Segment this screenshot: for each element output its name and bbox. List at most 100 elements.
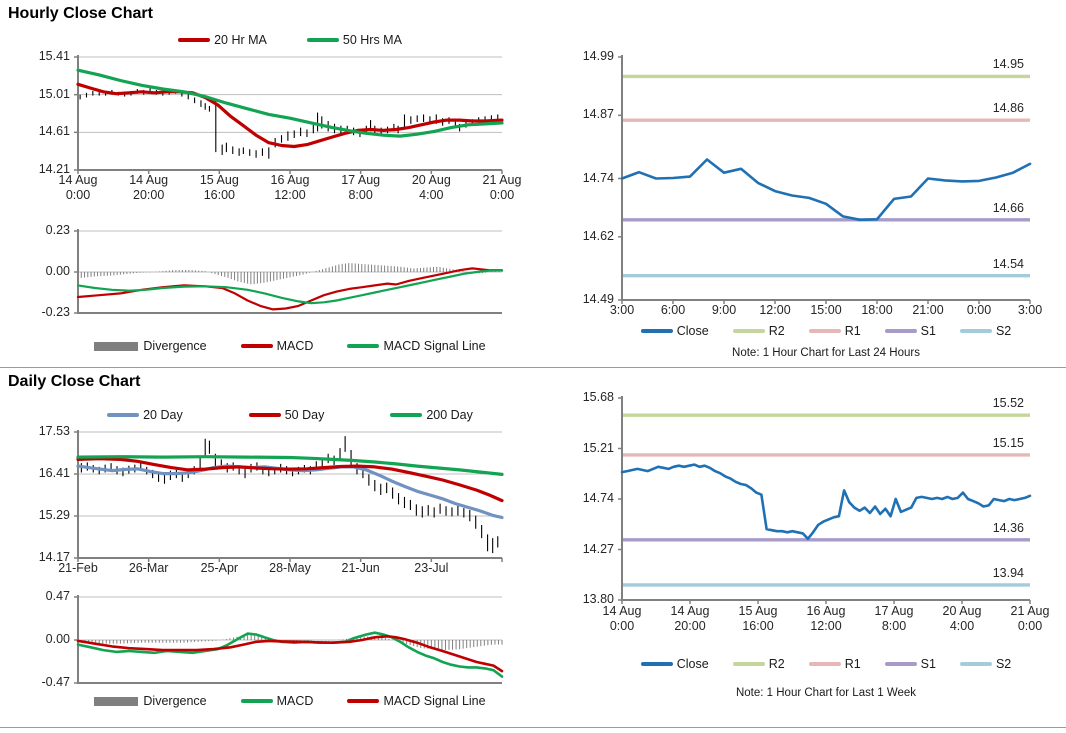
line-swatch-icon (347, 698, 380, 704)
line-swatch-icon (640, 328, 673, 334)
hourly-price-legend: 20 Hr MA 50 Hrs MA (78, 33, 502, 47)
daily-price-plot (74, 430, 504, 562)
x-tick-line1: 17 Aug (874, 604, 914, 618)
pivot-s2-label: 14.54 (992, 256, 1024, 271)
legend-item-macd-signal-line: MACD Signal Line (347, 694, 486, 708)
x-tick-label: 15:00 (791, 303, 861, 317)
x-tick-line2: 16:00 (203, 188, 235, 202)
y-tick-label: 14.49 (582, 292, 614, 306)
y-tick-label: 15.01 (38, 86, 70, 101)
legend-label: R1 (844, 324, 861, 338)
pivot-r2-label: 14.95 (992, 57, 1024, 72)
legend-label: MACD (276, 694, 314, 708)
legend-item-s2: S2 (959, 324, 1011, 338)
y-tick-label: -0.23 (41, 305, 71, 319)
divergence-swatch-icon (94, 341, 139, 351)
x-tick-line1: 21 Aug (482, 173, 522, 187)
x-tick-label: 0:00 (944, 303, 1014, 317)
line-swatch-icon (248, 412, 281, 418)
legend-item-r1: R1 (808, 657, 861, 671)
x-tick-line1: 20 Aug (942, 604, 982, 618)
line-swatch-icon (959, 328, 992, 334)
x-tick-line1: 20 Aug (411, 173, 451, 187)
line-swatch-icon (808, 661, 841, 667)
x-tick-label: 16 Aug 12:00 (255, 173, 325, 202)
x-tick-line1: 21 Aug (1010, 604, 1050, 618)
x-tick-line2: 4:00 (949, 619, 975, 633)
y-tick-label: 15.68 (582, 390, 614, 404)
y-tick-label: 14.61 (38, 124, 70, 139)
line-swatch-icon (808, 328, 841, 334)
section-divider (0, 367, 1066, 368)
hourly-macd-legend: Divergence MACD MACD Signal Line (78, 339, 502, 353)
y-tick-label: 14.17 (38, 550, 70, 564)
legend-label: R1 (844, 657, 861, 671)
hourly-macd-plot (74, 229, 504, 314)
x-tick-line1: 16 Aug (806, 604, 846, 618)
x-tick-line1: 15:00 (810, 303, 842, 317)
divergence-swatch-icon (94, 696, 139, 706)
hourly-pivot-note: Note: 1 Hour Chart for Last 24 Hours (732, 347, 920, 359)
x-tick-line1: 6:00 (660, 303, 686, 317)
line-swatch-icon (884, 328, 917, 334)
pivot-r1-label: 15.15 (992, 435, 1024, 450)
x-tick-line2: 16:00 (742, 619, 774, 633)
x-tick-label: 21:00 (893, 303, 963, 317)
x-tick-label: 25-Apr (184, 561, 254, 575)
x-tick-label: 17 Aug 8:00 (326, 173, 396, 202)
x-tick-line1: 14 Aug (670, 604, 710, 618)
pivot-s1-label: 14.36 (992, 520, 1024, 535)
legend-label: Divergence (143, 339, 207, 353)
x-tick-label: 14 Aug 0:00 (587, 604, 657, 633)
pivot-r1-label: 14.86 (992, 101, 1024, 116)
x-tick-label: 9:00 (689, 303, 759, 317)
legend-item-200-day: 200 Day (390, 408, 473, 422)
y-tick-label: 15.21 (582, 440, 614, 455)
hourly-pivot-plot (618, 55, 1032, 304)
hourly-price-plot (74, 55, 504, 174)
daily-macd-plot (74, 595, 504, 684)
legend-label: S1 (920, 324, 936, 338)
legend-item-close: Close (640, 324, 709, 338)
line-swatch-icon (107, 412, 140, 418)
y-tick-label: 14.21 (38, 162, 70, 176)
legend-item-r2: R2 (732, 657, 785, 671)
x-tick-line1: 0:00 (966, 303, 992, 317)
legend-item-s1: S1 (884, 657, 936, 671)
legend-label: R2 (768, 657, 785, 671)
legend-item-macd: MACD (240, 694, 314, 708)
y-tick-label: 14.99 (582, 49, 614, 63)
legend-item-20-day: 20 Day (107, 408, 183, 422)
legend-item-macd-signal-line: MACD Signal Line (347, 339, 486, 353)
line-swatch-icon (347, 343, 380, 349)
pivot-s1-label: 14.66 (992, 200, 1024, 215)
x-tick-label: 21-Jun (326, 561, 396, 575)
pivot-r2-label: 15.52 (992, 396, 1024, 411)
y-tick-label: 14.87 (582, 107, 614, 122)
y-tick-label: 17.53 (38, 424, 70, 438)
legend-item-r1: R1 (808, 324, 861, 338)
x-tick-label: 15 Aug 16:00 (184, 173, 254, 202)
x-tick-line1: 14 Aug (602, 604, 642, 618)
y-tick-label: 14.27 (582, 541, 614, 556)
x-tick-line2: 8:00 (348, 188, 373, 202)
x-tick-label: 18:00 (842, 303, 912, 317)
legend-label: MACD (276, 339, 314, 353)
x-tick-line1: 21:00 (912, 303, 944, 317)
daily-section-title: Daily Close Chart (8, 373, 141, 390)
y-tick-label: 0.47 (45, 589, 70, 603)
legend-label: 50 Day (284, 408, 325, 422)
weekly-pivot-plot (618, 396, 1032, 604)
daily-macd-legend: Divergence MACD MACD Signal Line (78, 694, 502, 708)
legend-label: 20 Hr MA (214, 33, 267, 47)
x-tick-label: 3:00 (587, 303, 657, 317)
x-tick-line2: 0:00 (1017, 619, 1043, 633)
line-swatch-icon (959, 661, 992, 667)
x-tick-label: 14 Aug 20:00 (114, 173, 184, 202)
x-tick-label: 21-Feb (43, 561, 113, 575)
x-tick-line1: 9:00 (711, 303, 737, 317)
